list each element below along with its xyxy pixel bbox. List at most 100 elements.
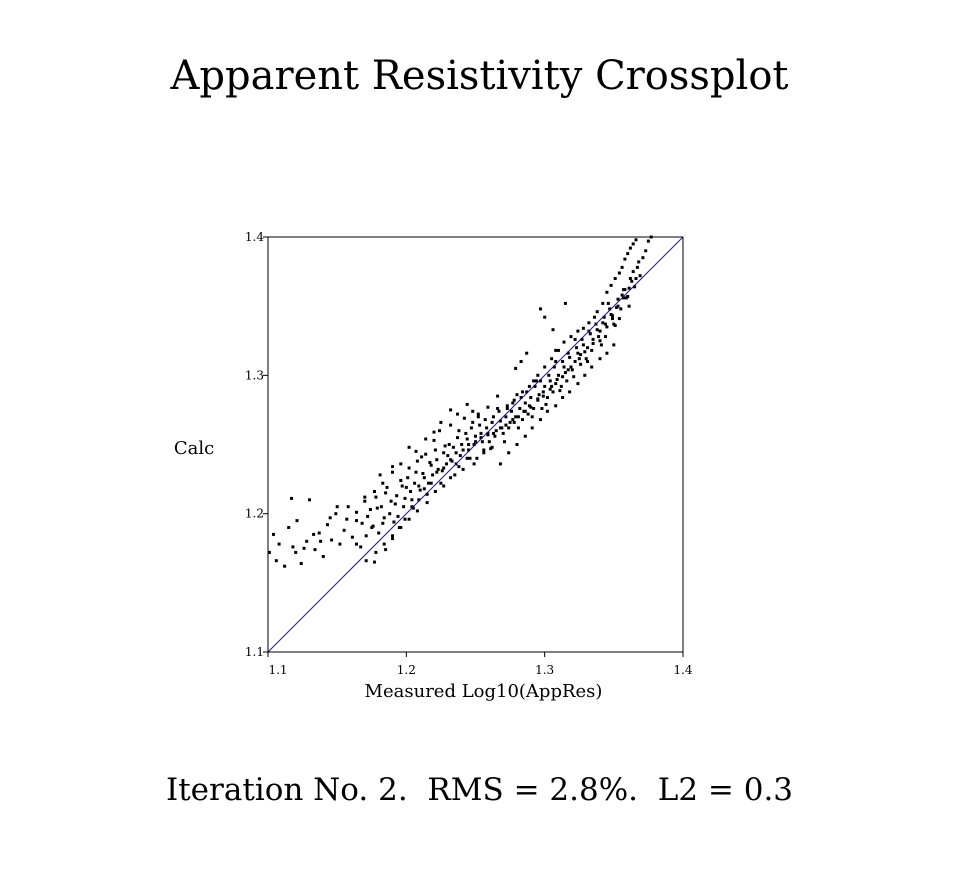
scatter-point <box>601 321 605 325</box>
scatter-point <box>626 295 630 298</box>
scatter-point <box>580 337 584 341</box>
scatter-point <box>404 485 408 489</box>
scatter-point <box>554 360 558 363</box>
scatter-point <box>630 279 634 283</box>
scatter-point <box>631 242 635 246</box>
scatter-point <box>374 550 378 554</box>
scatter-point <box>557 373 560 377</box>
scatter-point <box>641 256 645 260</box>
scatter-point <box>378 473 382 477</box>
scatter-point <box>628 246 632 250</box>
scatter-point <box>464 431 468 435</box>
scatter-point <box>598 357 602 361</box>
scatter-point <box>521 418 524 422</box>
scatter-point <box>617 317 621 321</box>
scatter-point <box>558 389 562 393</box>
scatter-point <box>366 514 370 518</box>
scatter-point <box>635 265 639 269</box>
scatter-point <box>503 440 506 444</box>
scatter-point <box>389 499 393 503</box>
scatter-point <box>391 470 394 474</box>
scatter-point <box>563 371 567 375</box>
scatter-point <box>374 495 378 499</box>
scatter-point <box>483 418 487 422</box>
scatter-point <box>396 514 400 518</box>
scatter-point <box>534 379 538 383</box>
scatter-point <box>363 495 367 499</box>
scatter-point <box>617 271 621 275</box>
scatter-point <box>391 537 394 541</box>
scatter-point <box>355 519 358 523</box>
scatter-point <box>317 531 321 535</box>
scatter-point <box>492 431 495 435</box>
scatter-point <box>611 317 614 321</box>
scatter-point <box>291 545 295 549</box>
scatter-point <box>583 373 587 377</box>
scatter-point <box>410 505 414 509</box>
scatter-point <box>490 445 494 449</box>
scatter-point <box>406 476 410 480</box>
scatter-point <box>402 505 406 509</box>
scatter-point <box>565 379 569 383</box>
scatter-point <box>591 342 595 345</box>
scatter-point <box>508 420 512 424</box>
scatter-point <box>469 426 473 430</box>
scatter-point <box>456 412 459 416</box>
scatter-point <box>539 307 542 311</box>
scatter-point <box>498 426 502 430</box>
scatter-point <box>328 516 332 520</box>
scatter-point <box>563 301 567 305</box>
scatter-point <box>568 355 572 359</box>
scatter-point <box>359 545 363 549</box>
scatter-point <box>545 396 549 399</box>
scatter-point <box>391 465 394 469</box>
scatter-point <box>490 420 494 424</box>
scatter-point <box>575 346 578 350</box>
scatter-point <box>465 402 469 406</box>
scatter-point <box>403 517 407 521</box>
scatter-point <box>519 396 523 399</box>
scatter-point <box>418 488 422 492</box>
scatter-point <box>472 462 476 466</box>
scatter-point <box>631 270 635 274</box>
scatter-point <box>516 415 520 419</box>
scatter-point <box>548 387 552 391</box>
scatter-point <box>588 332 592 336</box>
scatter-point <box>559 384 563 388</box>
scatter-point <box>399 526 403 529</box>
scatter-point <box>435 470 439 474</box>
scatter-point <box>562 340 566 344</box>
scatter-point <box>550 384 554 388</box>
scatter-point <box>646 239 650 243</box>
scatter-point <box>532 379 536 383</box>
scatter-point <box>606 301 610 305</box>
scatter-point <box>302 546 306 550</box>
scatter-point <box>407 517 411 521</box>
scatter-point <box>475 456 479 460</box>
scatter-point <box>299 562 303 565</box>
scatter-point <box>442 451 446 455</box>
scatter-point <box>399 462 403 466</box>
scatter-point <box>382 542 386 546</box>
scatter-point <box>454 451 458 455</box>
scatter-point <box>384 491 388 495</box>
scatter-point <box>536 373 540 377</box>
scatter-point <box>439 420 443 424</box>
scatter-point <box>424 452 428 456</box>
scatter-point <box>381 521 385 525</box>
scatter-point <box>388 512 392 516</box>
scatter-point <box>598 339 602 343</box>
scatter-point <box>532 407 536 410</box>
scatter-point <box>633 285 637 289</box>
scatter-point <box>335 505 339 509</box>
scatter-point <box>568 390 572 394</box>
scatter-point <box>634 277 638 280</box>
scatter-point <box>345 517 349 521</box>
scatter-point <box>420 455 424 459</box>
scatter-point <box>515 393 519 397</box>
scatter-point <box>457 429 461 433</box>
scatter-point <box>467 448 471 452</box>
scatter-point <box>492 415 495 419</box>
iteration-summary: Iteration No. 2. RMS = 2.8%. L2 = 0.3 <box>165 772 794 808</box>
